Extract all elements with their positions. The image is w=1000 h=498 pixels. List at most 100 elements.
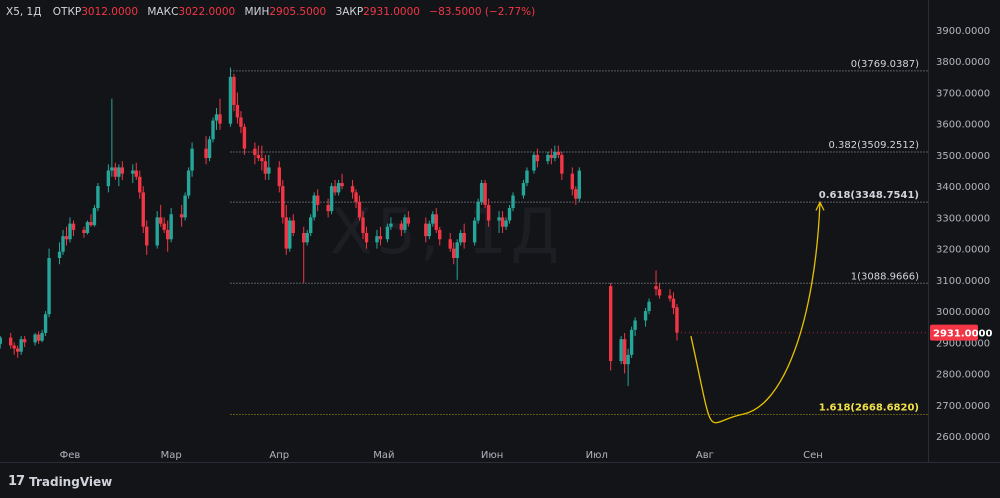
candle bbox=[472, 220, 477, 243]
y-tick-label: 2800.0000 bbox=[936, 370, 990, 381]
y-tick-label: 3900.0000 bbox=[936, 26, 990, 37]
candle bbox=[629, 329, 634, 355]
candle bbox=[507, 208, 512, 221]
candle bbox=[89, 222, 93, 226]
candle bbox=[350, 186, 355, 193]
ohlc-header: X5, 1Д ОТКР3012.0000 МАКС3022.0000 МИН29… bbox=[6, 6, 541, 18]
candle bbox=[406, 217, 411, 224]
candle bbox=[479, 183, 484, 202]
x-tick-label: Мар bbox=[161, 450, 182, 461]
candle bbox=[476, 201, 480, 221]
candle bbox=[85, 222, 90, 233]
candle bbox=[47, 257, 51, 315]
candle bbox=[462, 233, 466, 243]
candle bbox=[96, 186, 100, 209]
y-tick-label: 2600.0000 bbox=[936, 432, 990, 443]
candle bbox=[354, 192, 358, 202]
candle bbox=[204, 148, 208, 159]
candle bbox=[549, 154, 554, 159]
candle bbox=[113, 167, 118, 177]
last-price-badge bbox=[930, 324, 978, 341]
projection-curve bbox=[690, 202, 821, 424]
candle bbox=[308, 217, 313, 233]
candle bbox=[427, 223, 431, 237]
y-tick-label: 2700.0000 bbox=[936, 401, 990, 412]
fib-level-label: 0.382(3509.2512) bbox=[828, 140, 919, 151]
y-tick-label: 3400.0000 bbox=[936, 182, 990, 193]
candle bbox=[256, 154, 261, 159]
fib-level-label: 1(3088.9666) bbox=[851, 271, 919, 282]
candle bbox=[207, 139, 212, 159]
candle bbox=[574, 189, 578, 199]
candle bbox=[120, 167, 125, 174]
candle bbox=[242, 126, 247, 149]
tradingview-logo[interactable]: 17 TradingView bbox=[8, 474, 112, 489]
candle bbox=[281, 186, 285, 218]
candle bbox=[500, 217, 505, 227]
change-value: −83.5000 (−2.77%) bbox=[429, 6, 536, 18]
candle bbox=[657, 289, 662, 296]
projection-arrowhead bbox=[815, 200, 825, 211]
y-tick-label: 3000.0000 bbox=[936, 307, 990, 318]
x-tick-label: Июл bbox=[586, 450, 608, 461]
y-tick-label: 2900.0000 bbox=[936, 338, 990, 349]
candle bbox=[647, 301, 651, 312]
candle bbox=[0, 337, 2, 344]
candle bbox=[131, 170, 135, 174]
candle bbox=[633, 320, 637, 330]
fib-level-label: 1.618(2668.6820) bbox=[819, 403, 919, 414]
candle bbox=[556, 151, 561, 155]
candle bbox=[458, 233, 463, 243]
candle bbox=[570, 173, 575, 190]
candle bbox=[134, 170, 138, 177]
candle bbox=[336, 183, 341, 193]
candle bbox=[389, 223, 393, 227]
candle bbox=[169, 214, 173, 240]
candle bbox=[403, 217, 407, 230]
candle bbox=[33, 334, 37, 343]
candle bbox=[329, 186, 334, 212]
x-tick-label: Июн bbox=[481, 450, 503, 461]
candle bbox=[511, 195, 515, 209]
candle bbox=[117, 167, 121, 177]
candle bbox=[671, 298, 676, 308]
symbol-label[interactable]: X5, 1Д bbox=[6, 6, 42, 18]
candle bbox=[190, 148, 194, 171]
candle bbox=[399, 223, 404, 230]
x-tick-label: Авг bbox=[696, 450, 714, 461]
candle bbox=[525, 170, 529, 184]
candle bbox=[138, 176, 142, 193]
candle bbox=[521, 183, 526, 196]
y-tick-label: 3600.0000 bbox=[936, 120, 990, 131]
candle bbox=[22, 339, 27, 343]
candle bbox=[158, 217, 163, 224]
candle bbox=[577, 170, 581, 199]
y-tick-label: 3300.0000 bbox=[936, 213, 990, 224]
candle bbox=[431, 214, 435, 224]
candle bbox=[424, 223, 428, 237]
candle bbox=[340, 183, 344, 187]
candle bbox=[8, 337, 13, 346]
candle bbox=[61, 236, 65, 252]
candle bbox=[375, 236, 379, 243]
candle bbox=[448, 239, 452, 249]
y-tick-label: 3800.0000 bbox=[936, 57, 990, 68]
candle bbox=[312, 195, 316, 218]
candle bbox=[455, 242, 459, 258]
candle bbox=[284, 217, 288, 249]
candle bbox=[438, 229, 442, 240]
x-tick-label: Фев bbox=[60, 450, 81, 461]
candle bbox=[532, 154, 536, 171]
watermark: X5, 1Д bbox=[330, 195, 564, 268]
candle bbox=[71, 223, 76, 230]
candle bbox=[15, 348, 20, 352]
candle bbox=[179, 214, 184, 218]
y-tick-label: 3100.0000 bbox=[936, 276, 990, 287]
candle bbox=[546, 154, 550, 162]
candle bbox=[267, 167, 271, 174]
candle bbox=[452, 248, 456, 258]
candle bbox=[211, 120, 215, 140]
x-tick-label: Апр bbox=[269, 450, 289, 461]
